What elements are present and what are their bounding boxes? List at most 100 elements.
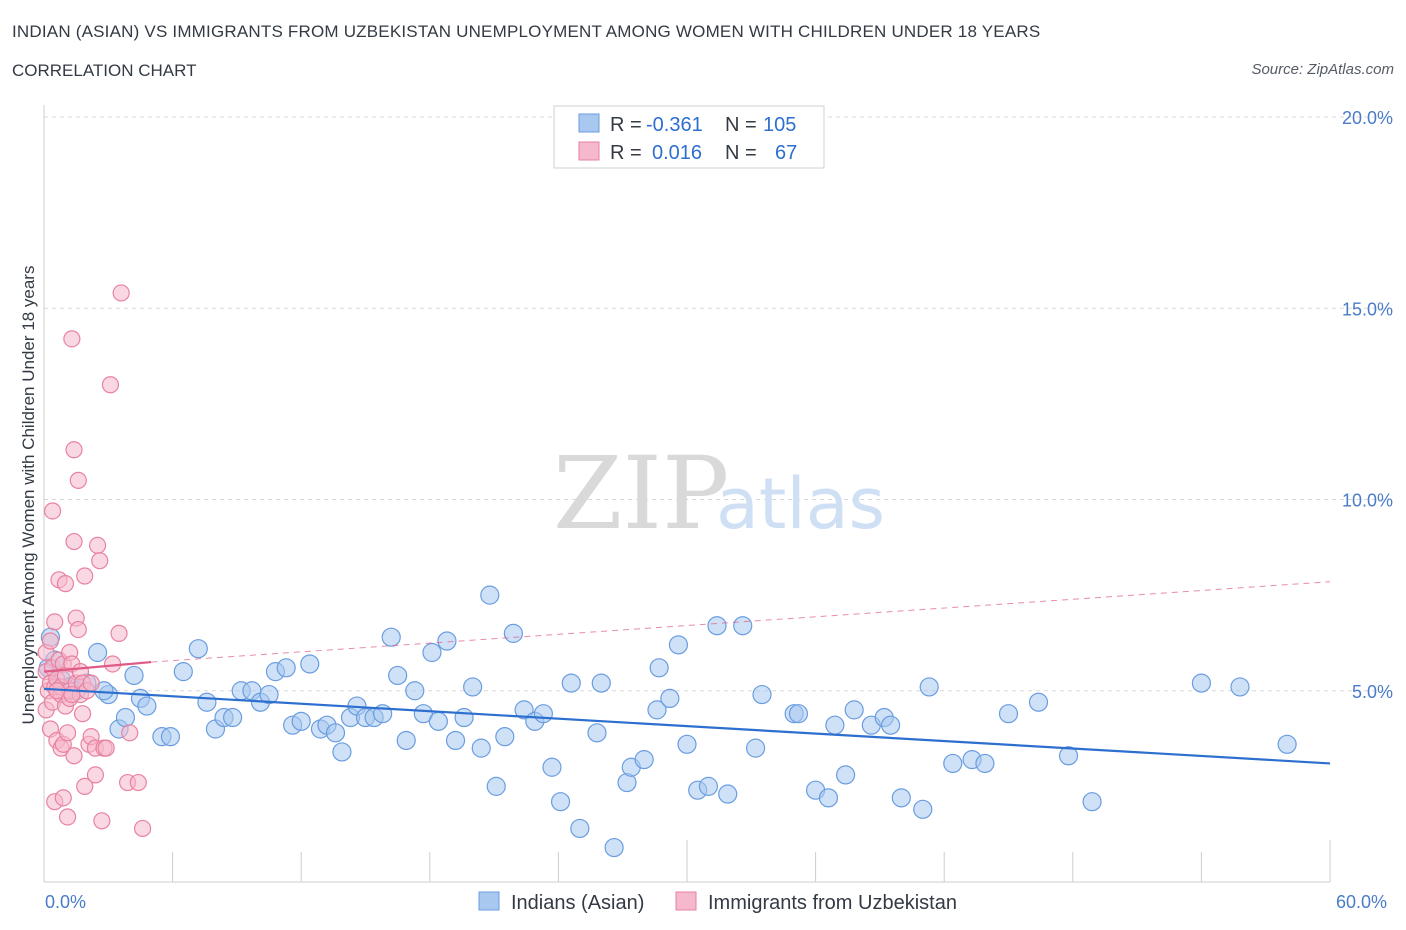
indian-point-76 [718,784,738,804]
uzbek-point-44 [76,567,94,585]
stats-n-value-1: 105 [763,114,796,136]
chart-subtitle: CORRELATION CHART [12,61,197,80]
indian-point-70 [660,688,680,709]
indian-point-10 [124,665,144,686]
uzbek-point-38 [69,471,87,489]
stats-n-value-2: 67 [775,142,797,164]
uzbek-point-33 [65,441,83,459]
indian-point-28 [291,711,311,731]
indian-point-48 [454,707,474,728]
indian-point-43 [413,704,433,724]
y-tick-label-10: 10.0% [1342,491,1393,511]
stats-legend-swatch-blue [578,113,600,133]
indian-point-32 [325,723,346,743]
uzbek-point-27 [58,724,77,742]
y-tick-label-20: 20.0% [1342,108,1393,128]
indian-point-39 [381,627,401,647]
indian-point-46 [437,631,457,651]
indian-point-79 [752,684,772,705]
uzbek-point-26 [58,808,77,826]
indian-point-20 [223,707,243,728]
stats-n-label-1: N = [725,114,757,136]
trend-lines [43,581,1331,765]
indian-point-59 [550,792,571,812]
indian-point-75 [707,616,727,636]
indian-point-89 [881,715,901,735]
stats-n-label-2: N = [725,142,757,164]
gridlines [44,116,1390,692]
indian-point-102 [1277,734,1297,754]
indian-point-83 [818,788,839,808]
indian-point-90 [891,788,911,808]
stats-r-label-1: R = [610,114,642,136]
legend-swatch-indians [478,891,500,911]
indian-point-68 [647,700,667,720]
uzbek-point-53 [91,552,109,570]
indian-point-53 [495,727,515,747]
bottom-legend: Indians (Asian) Immigrants from Uzbekist… [478,891,957,914]
indian-point-12 [137,696,157,716]
uzbek-point-48 [82,674,100,692]
indian-point-40 [388,665,408,686]
indian-point-63 [591,673,611,693]
stats-r-value-1: -0.361 [646,114,703,136]
indian-point-47 [445,730,466,751]
indian-point-96 [998,704,1019,724]
watermark-atlas: atlas [716,463,885,545]
indian-point-57 [533,704,553,724]
indian-point-78 [745,738,766,758]
x-tick-label-min: 0.0% [45,892,86,912]
uzbek-point-39 [69,620,87,639]
indian-point-33 [332,742,352,762]
indian-point-29 [300,654,320,674]
series-indians-asian [38,585,1297,858]
indian-point-50 [471,738,491,758]
indian-point-6 [87,642,108,663]
uzbek-point-56 [97,739,115,757]
indian-point-42 [405,681,425,701]
watermark-zip: ZIP [553,435,729,552]
x-axis-ticks [172,840,1331,882]
source-credit: Source: ZipAtlas.com [1251,61,1394,78]
trend-line-uzbekistan [43,660,152,673]
indian-point-71 [668,635,689,655]
indian-point-60 [561,673,581,693]
trend-line-uzbekistan-dashed [151,581,1331,663]
y-axis-label: Unemployment Among Women with Children U… [19,266,38,725]
uzbek-point-9 [43,502,62,520]
indian-point-26 [276,658,296,678]
x-tick-label-max: 60.0% [1336,892,1387,912]
indian-point-51 [480,585,500,605]
uzbek-point-11 [46,613,64,631]
indian-point-81 [788,704,809,724]
stats-legend: R = -0.361 N = 105 R = 0.016 N = 67 [553,105,825,169]
indian-point-74 [698,776,719,796]
indian-point-58 [542,757,562,777]
indian-point-49 [463,677,483,697]
indian-point-93 [943,753,963,774]
uzbek-point-60 [112,284,130,302]
indian-point-91 [913,799,933,819]
uzbek-point-45 [76,777,94,795]
indian-point-61 [570,818,590,839]
indian-point-17 [197,692,217,712]
indian-point-15 [173,662,193,682]
uzbek-point-52 [88,536,107,555]
indian-point-16 [188,639,208,659]
indian-point-101 [1230,677,1250,697]
legend-label-indians: Indians (Asian) [511,892,644,914]
indian-point-85 [836,765,856,785]
indian-point-67 [634,749,654,770]
indian-point-14 [160,727,181,747]
uzbek-point-57 [101,376,120,394]
uzbek-point-62 [121,724,139,742]
uzbek-point-50 [86,766,105,784]
uzbek-point-25 [56,575,75,593]
indian-point-92 [919,677,939,697]
watermark: ZIP atlas [553,435,885,552]
uzbek-point-63 [129,773,147,792]
uzbek-point-66 [63,685,81,704]
indian-point-62 [587,723,607,743]
stats-legend-swatch-pink [578,141,600,161]
